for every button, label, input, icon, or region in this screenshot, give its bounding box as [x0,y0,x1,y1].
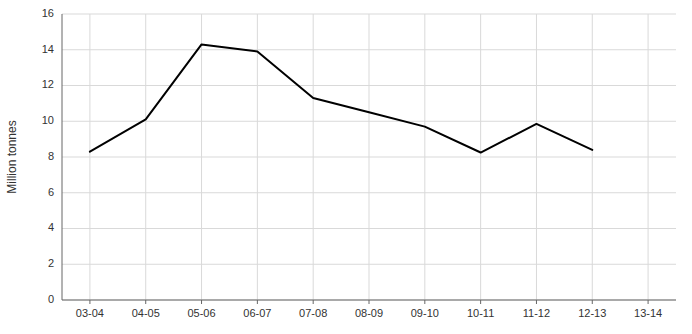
x-tick-label: 06-07 [243,307,271,319]
x-tick [536,300,537,304]
y-tick-label: 12 [42,78,54,90]
y-grid-line [62,300,676,301]
y-tick-label: 14 [42,43,54,55]
x-tick-label: 05-06 [187,307,215,319]
x-grid-line [424,14,425,300]
x-tick-label: 13-14 [634,307,662,319]
x-tick-label: 09-10 [411,307,439,319]
y-axis-line [62,14,63,300]
axes: 0 2 4 6 8 10 12 14 16 03-04 04-05 05-06 06-07 07-08 08… [42,7,676,319]
x-tick [424,300,425,304]
y-tick-label: 0 [48,293,54,305]
x-tick [648,300,649,304]
x-grid-line [592,14,593,300]
x-grid-line [648,14,649,300]
x-grid-line [89,14,90,300]
chart-container: 0 2 4 6 8 10 12 14 16 03-04 04-05 05-06 06-07 07-08 08… [0,0,692,334]
x-grid-line [313,14,314,300]
x-tick [369,300,370,304]
y-axis-label: Million tonnes [5,120,19,193]
x-grid-line [257,14,258,300]
x-tick [480,300,481,304]
data-line [90,44,592,152]
x-tick-label: 10-11 [467,307,494,319]
x-tick-label: 08-09 [355,307,383,319]
y-tick-label: 6 [48,186,54,198]
x-grid-line [369,14,370,300]
y-tick-label: 8 [48,150,54,162]
x-tick [145,300,146,304]
x-tick-label: 11-12 [523,307,550,319]
x-grid-line [536,14,537,300]
plot-area [90,44,592,152]
x-tick-label: 04-05 [132,307,160,319]
y-tick-label: 2 [48,257,54,269]
x-tick [257,300,258,304]
y-tick-label: 10 [42,114,54,126]
chart-svg: 0 2 4 6 8 10 12 14 16 03-04 04-05 05-06 06-07 07-08 08… [0,0,692,334]
x-tick [592,300,593,304]
x-tick-label: 03-04 [76,307,104,319]
x-tick-label: 12-13 [578,307,606,319]
grid [62,14,676,300]
x-tick [313,300,314,304]
x-tick [201,300,202,304]
x-tick [89,300,90,304]
x-tick-label: 07-08 [299,307,327,319]
y-tick-label: 16 [42,7,54,19]
x-axis-line [62,300,676,301]
x-grid-line [480,14,481,300]
x-grid-line [145,14,146,300]
y-tick-label: 4 [48,221,54,233]
x-grid-line [201,14,202,300]
